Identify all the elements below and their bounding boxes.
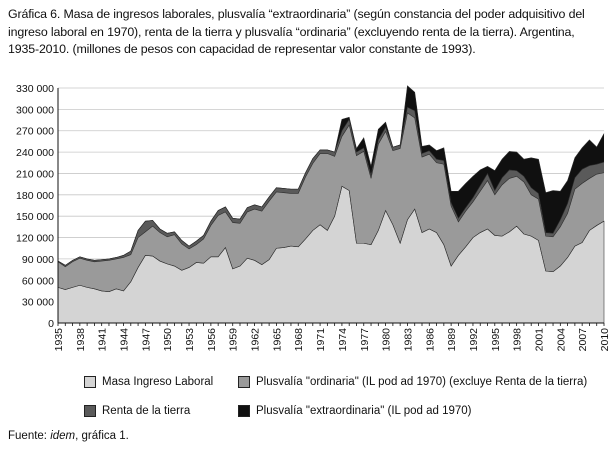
x-tick-label: 1941: [97, 328, 109, 352]
x-tick-label: 1938: [75, 328, 87, 352]
y-tick-label: 330 000: [16, 83, 54, 95]
x-tick-label: 1989: [446, 328, 458, 352]
x-tick-label: 1995: [490, 328, 502, 352]
x-tick-label: 1944: [119, 328, 131, 352]
x-tick-label: 2010: [599, 328, 610, 352]
y-tick-label: 60 000: [22, 275, 54, 287]
y-tick-label: 240 000: [16, 147, 54, 159]
x-tick-label: 1986: [424, 328, 436, 352]
x-tick-label: 1965: [271, 328, 283, 352]
source-label: Fuente:: [8, 430, 47, 442]
area-plusvalia-ordinaria: [58, 112, 604, 292]
x-tick-label: 1998: [512, 328, 524, 352]
x-tick-label: 1962: [250, 328, 262, 352]
series-edge-line: [57, 112, 605, 268]
series-areas: [57, 85, 605, 324]
x-tick-label: 1956: [206, 328, 218, 352]
x-tick-label: 1992: [468, 328, 480, 352]
x-tick-label: 2007: [577, 328, 589, 352]
y-tick-label: 120 000: [16, 233, 54, 245]
x-tick-label: 1971: [315, 328, 327, 352]
x-tick-labels: 1935 1938 1941 1944 1947 1950 1953 1956 1959 1962…: [53, 328, 610, 352]
x-tick-label: 1935: [53, 328, 65, 352]
area-plusvalia-extraordinaria: [58, 85, 604, 266]
x-tick-label: 1947: [140, 328, 152, 352]
x-tick-label: 1974: [337, 328, 349, 352]
y-tick-label: 270 000: [16, 126, 54, 138]
y-tick-label: 210 000: [16, 168, 54, 180]
x-tick-label: 1977: [359, 328, 371, 352]
axes: [57, 88, 605, 326]
x-tick-label: 1959: [228, 328, 240, 352]
y-tick-label: 180 000: [16, 190, 54, 202]
series-edge-line: [57, 85, 605, 266]
source-rest: , gráfica 1.: [75, 430, 129, 442]
chart-title: Gráfica 6. Masa de ingresos laborales, p…: [8, 7, 585, 56]
x-tick-label: 1950: [162, 328, 174, 352]
y-tick-label: 150 000: [16, 211, 54, 223]
x-tick-label: 2001: [533, 328, 545, 352]
y-tick-labels: 0 30 000 60 000 90 000 120 000 150 000 180 000…: [16, 83, 54, 330]
x-tick-label: 1983: [402, 328, 414, 352]
series-edge-line: [57, 185, 605, 292]
x-tick-label: 1953: [184, 328, 196, 352]
x-tick-label: 2004: [555, 328, 567, 352]
y-tick-label: 30 000: [22, 297, 54, 309]
source-note: Fuente: idem, gráfica 1.: [8, 430, 129, 442]
x-tick-label: 1968: [293, 328, 305, 352]
x-tick-label: 1980: [381, 328, 393, 352]
y-tick-label: 90 000: [22, 254, 54, 266]
y-tick-label: 300 000: [16, 104, 54, 116]
y-tick-label: 0: [48, 318, 54, 330]
source-ref: idem: [50, 430, 76, 442]
